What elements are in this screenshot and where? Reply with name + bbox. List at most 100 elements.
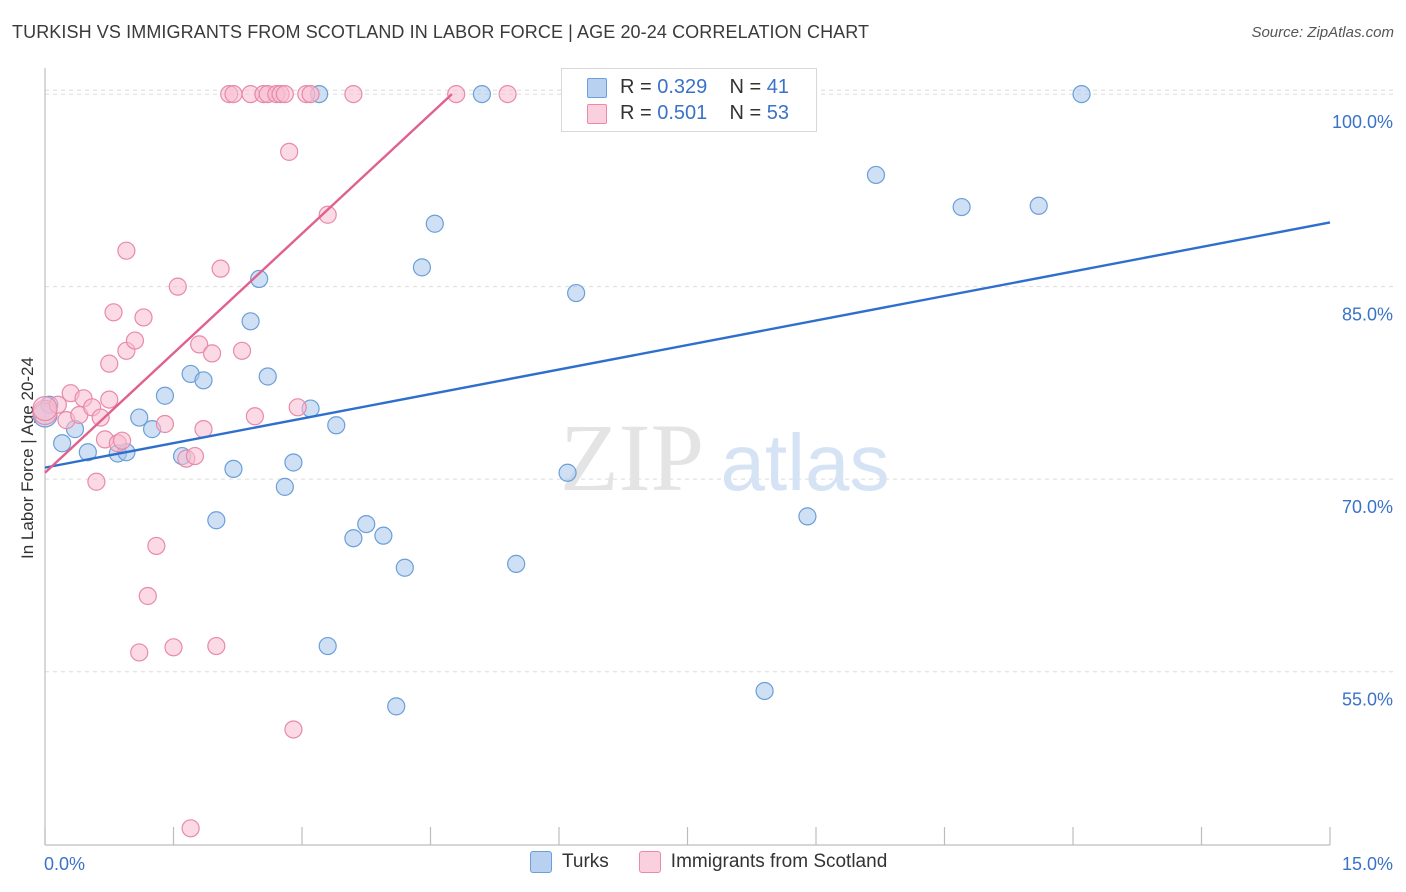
- source-credit: Source: ZipAtlas.com: [1251, 24, 1394, 41]
- point-turks: [241, 312, 260, 331]
- point-turks: [357, 514, 376, 534]
- turks-r-value: 0.329: [657, 75, 708, 98]
- point-turks: [425, 214, 444, 233]
- point-turks: [155, 386, 175, 405]
- point-turks: [130, 408, 149, 427]
- point-scotland: [498, 84, 517, 104]
- point-turks: [567, 283, 586, 303]
- point-scotland: [155, 414, 175, 434]
- point-scotland: [211, 259, 230, 278]
- point-scotland: [125, 331, 145, 350]
- point-turks: [78, 443, 97, 462]
- y-tick-label: 55.0%: [1342, 690, 1393, 710]
- point-scotland: [147, 536, 166, 556]
- scotland-swatch: [587, 104, 607, 124]
- point-scotland: [185, 446, 205, 466]
- point-turks: [472, 84, 491, 104]
- scotland-r-label: R =: [620, 101, 658, 124]
- point-scotland: [344, 84, 363, 104]
- point-scotland: [168, 277, 187, 296]
- point-turks: [952, 197, 971, 217]
- point-scotland: [207, 636, 226, 656]
- series-legend: Turks Immigrants from Scotland: [530, 851, 917, 873]
- point-scotland: [245, 407, 264, 426]
- chart-title: TURKISH VS IMMIGRANTS FROM SCOTLAND IN L…: [12, 22, 870, 42]
- point-turks: [344, 529, 363, 548]
- turks-r-label: R =: [620, 75, 658, 98]
- legend-swatch-scotland: [638, 851, 661, 873]
- trend-lines: [44, 93, 1331, 474]
- legend-label-turks: Turks: [562, 851, 609, 872]
- point-turks: [284, 453, 303, 472]
- grid-lines: [45, 89, 1395, 673]
- legend-item-scotland[interactable]: Immigrants from Scotland: [638, 851, 888, 873]
- scotland-r-value: 0.501: [657, 101, 708, 124]
- point-scotland: [87, 472, 106, 491]
- trend-line-scotland: [44, 93, 453, 474]
- point-scotland: [112, 431, 132, 450]
- point-turks: [395, 558, 414, 577]
- point-turks: [412, 258, 432, 277]
- point-scotland: [32, 395, 58, 422]
- point-turks: [53, 434, 72, 453]
- point-scotland: [275, 84, 294, 104]
- point-scotland: [104, 303, 123, 322]
- x-tick-label: 0.0%: [44, 854, 85, 874]
- point-turks: [250, 269, 269, 289]
- point-turks: [258, 367, 277, 386]
- scotland-n-value: 53: [766, 101, 790, 124]
- point-turks: [327, 416, 346, 435]
- point-scotland: [232, 341, 252, 360]
- point-turks: [275, 477, 294, 496]
- point-scotland: [190, 335, 209, 354]
- turks-n-value: 41: [766, 75, 790, 98]
- point-scotland: [280, 142, 299, 161]
- point-turks: [755, 681, 774, 701]
- stats-row-turks: R = 0.329 N = 41: [587, 75, 790, 99]
- point-scotland: [284, 720, 303, 739]
- stats-row-scotland: R = 0.501 N = 53: [587, 101, 790, 125]
- point-scotland: [100, 390, 119, 409]
- point-turks: [224, 459, 243, 479]
- watermark-atlas: atlas: [721, 418, 890, 507]
- point-scotland: [181, 819, 200, 838]
- point-turks: [1072, 84, 1091, 104]
- trend-line-turks: [44, 221, 1331, 469]
- point-scotland: [224, 84, 243, 104]
- point-turks: [318, 636, 337, 656]
- point-scotland: [100, 354, 119, 373]
- point-scotland: [91, 408, 110, 427]
- point-turks: [866, 165, 886, 185]
- point-turks: [374, 526, 393, 545]
- point-scotland: [134, 308, 153, 327]
- point-turks: [387, 697, 406, 716]
- point-turks: [194, 371, 213, 390]
- axes: [44, 68, 1331, 846]
- point-scotland: [202, 344, 222, 363]
- x-tick-label: 15.0%: [1342, 854, 1393, 874]
- point-turks: [558, 463, 577, 482]
- point-scotland: [130, 643, 149, 662]
- watermark-zip: ZIP: [560, 404, 704, 511]
- y-tick-label: 100.0%: [1332, 112, 1393, 132]
- legend-item-turks[interactable]: Turks: [530, 851, 609, 873]
- data-points: [32, 84, 1091, 838]
- point-turks: [207, 511, 226, 530]
- point-scotland: [288, 398, 307, 417]
- point-scotland: [447, 84, 466, 104]
- point-scotland: [138, 586, 157, 606]
- turks-swatch: [587, 78, 607, 98]
- y-tick-label: 70.0%: [1342, 497, 1393, 517]
- scotland-n-label: N =: [729, 101, 767, 124]
- tick-labels: 55.0% 70.0% 85.0% 100.0% 0.0% 15.0%: [44, 112, 1393, 874]
- point-turks: [1029, 196, 1048, 215]
- legend-label-scotland: Immigrants from Scotland: [670, 851, 888, 872]
- watermark: ZIP atlas: [560, 404, 889, 511]
- turks-n-label: N =: [729, 75, 767, 98]
- point-scotland: [318, 205, 337, 224]
- stats-legend: R = 0.329 N = 41 R = 0.501 N = 53: [561, 68, 817, 132]
- point-scotland: [117, 241, 136, 260]
- point-turks: [507, 554, 526, 573]
- point-turks: [798, 507, 817, 526]
